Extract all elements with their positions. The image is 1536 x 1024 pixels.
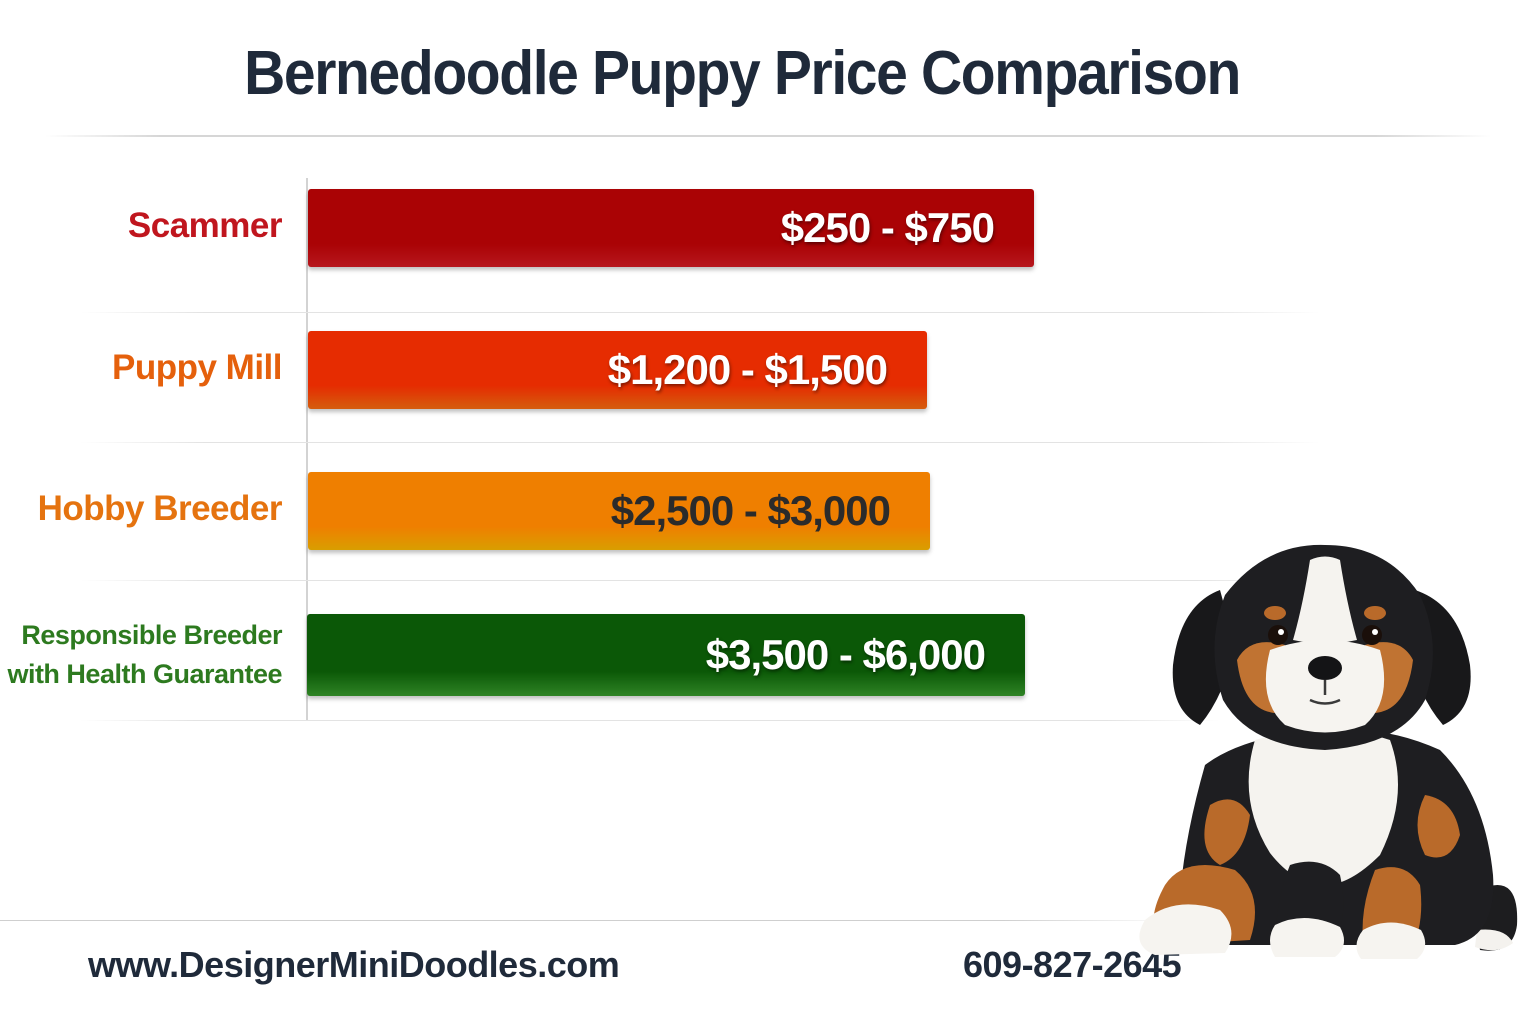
bar-scammer: $250 - $750: [308, 189, 1034, 267]
bar-hobby-breeder: $2,500 - $3,000: [308, 472, 930, 550]
category-label-puppy-mill: Puppy Mill: [112, 348, 283, 387]
bar-responsible-breeder: $3,500 - $6,000: [307, 614, 1025, 696]
website-text: www.DesignerMiniDoodles.com: [88, 944, 620, 985]
data-label-responsible-breeder: $3,500 - $6,000: [705, 631, 986, 678]
category-label-hobby-breeder: Hobby Breeder: [37, 489, 283, 528]
data-label-puppy-mill: $1,200 - $1,500: [607, 346, 888, 393]
data-label-scammer: $250 - $750: [780, 204, 995, 251]
title-divider: [45, 135, 1491, 137]
phone-number: 609-827-2645: [963, 944, 1182, 985]
bar-puppy-mill: $1,200 - $1,500: [308, 331, 927, 409]
row-separator: [80, 580, 1320, 581]
category-label-line: with Health Guarantee: [7, 659, 282, 689]
chart-title: Bernedoodle Puppy Price Comparison: [244, 39, 1241, 108]
category-label-responsible-breeder: Responsible Breeder with Health Guarantee: [7, 616, 282, 694]
category-label-line: Responsible Breeder: [21, 620, 282, 650]
footer-divider: [0, 920, 1180, 921]
row-separator: [80, 312, 1320, 313]
row-separator: [80, 720, 1220, 721]
data-label-hobby-breeder: $2,500 - $3,000: [610, 487, 891, 534]
puppy-illustration: [1139, 544, 1518, 959]
row-separator: [80, 442, 1320, 443]
category-label-scammer: Scammer: [127, 206, 283, 245]
chart-axis-line: [306, 178, 308, 720]
